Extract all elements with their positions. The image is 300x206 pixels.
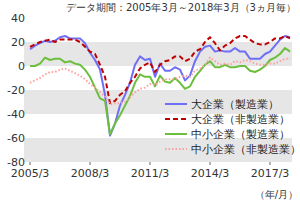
- legend: 大企業（製造業） 大企業（非製造業） 中小企業（製造業） 中小企業（非製造業）: [165, 98, 300, 156]
- x-tick-label: 2017/3: [251, 167, 290, 180]
- title: データ期間：2005年3月～2018年3月（3ヵ月毎）: [66, 2, 296, 13]
- x-tick: [30, 162, 31, 165]
- grid-line: [24, 90, 292, 91]
- series-line: [30, 36, 290, 136]
- x-tick: [210, 162, 211, 165]
- y-tick-label: 40: [11, 12, 25, 25]
- grid-line: [24, 18, 292, 19]
- y-tick-label: -40: [7, 108, 25, 121]
- legend-label: 中小企業（製造業）: [191, 128, 290, 141]
- legend-label: 大企業（非製造業）: [191, 113, 290, 126]
- y-tick-label: -20: [7, 84, 25, 97]
- chart: -80-60-40-20020402005/32008/32011/32014/…: [0, 0, 300, 206]
- x-axis-label: （年/月）: [255, 189, 298, 200]
- y-tick-label: 20: [11, 36, 25, 49]
- legend-swatch: [165, 133, 187, 135]
- x-tick-label: 2014/3: [191, 167, 230, 180]
- x-tick-label: 2008/3: [71, 167, 110, 180]
- x-tick: [270, 162, 271, 165]
- legend-swatch: [165, 103, 187, 105]
- x-tick-label: 2011/3: [131, 167, 170, 180]
- series-line: [30, 48, 290, 134]
- y-tick-label: 0: [18, 60, 25, 73]
- x-tick: [150, 162, 151, 165]
- x-tick-label: 2005/3: [11, 167, 50, 180]
- legend-label: 中小企業（非製造業）: [191, 143, 300, 156]
- y-tick-label: -60: [7, 132, 25, 145]
- legend-label: 大企業（製造業）: [191, 98, 279, 111]
- grid-band: [24, 90, 292, 114]
- x-tick: [90, 162, 91, 165]
- grid-line: [24, 162, 292, 163]
- legend-swatch: [165, 148, 187, 150]
- legend-swatch: [165, 118, 187, 120]
- plot-area: [30, 36, 290, 136]
